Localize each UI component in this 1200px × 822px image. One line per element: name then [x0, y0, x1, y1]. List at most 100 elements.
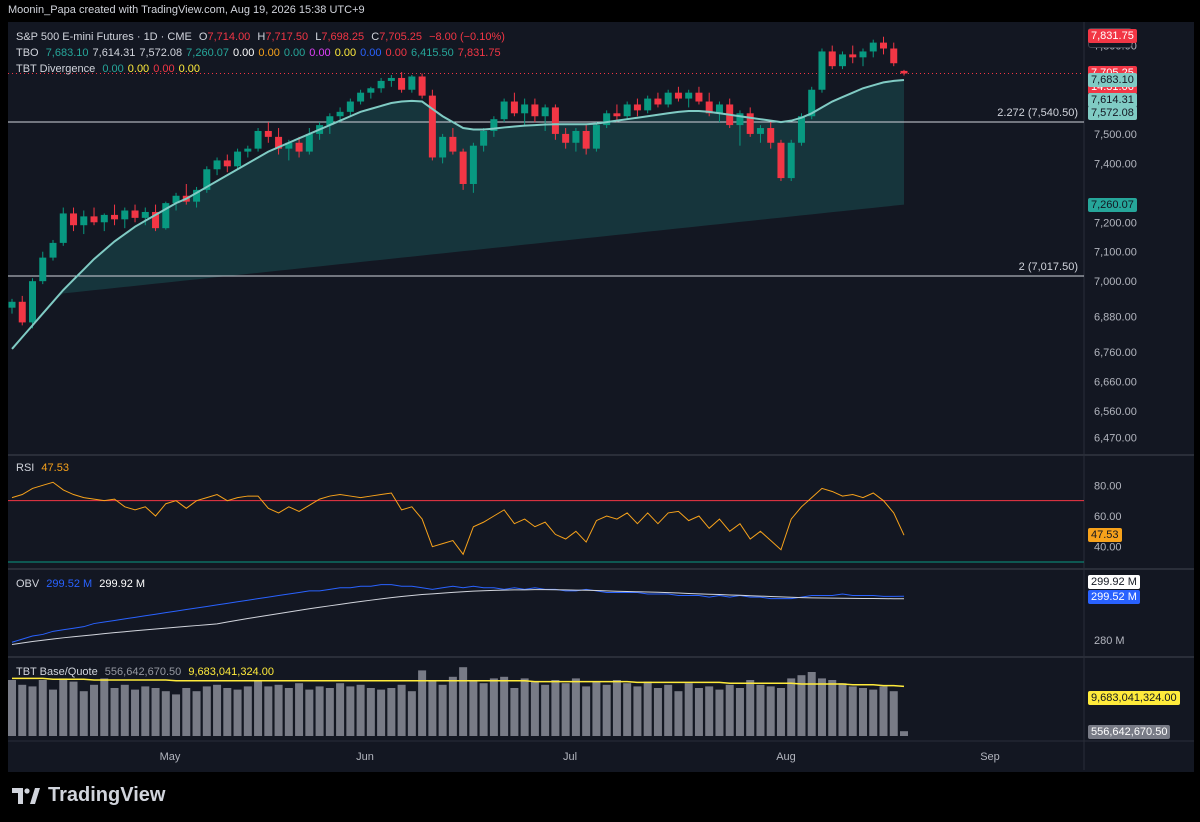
- obv-value-white: 299.92 M: [99, 578, 146, 590]
- candle-body: [695, 92, 703, 102]
- candle-body: [275, 136, 283, 149]
- ohlc-o-label: O: [198, 31, 208, 43]
- volume-bar: [725, 684, 734, 736]
- volume-bar: [694, 688, 703, 736]
- volume-bar: [561, 683, 570, 736]
- volume-bar: [510, 688, 519, 736]
- volume-bar: [858, 688, 867, 736]
- candle-body: [500, 101, 508, 120]
- volume-bar: [59, 678, 68, 736]
- candle-body: [582, 130, 590, 149]
- candle-body: [223, 160, 231, 167]
- divergence-value: 0.00: [102, 63, 124, 75]
- candle-body: [521, 104, 529, 114]
- volume-bar: [623, 683, 632, 736]
- rsi-value: 47.53: [41, 462, 69, 474]
- volume-bar: [571, 678, 580, 736]
- chart-area[interactable]: [8, 22, 1194, 772]
- divergence-value: 0.00: [153, 63, 175, 75]
- volume-bar: [192, 691, 201, 736]
- candle-body: [254, 130, 262, 149]
- volume-bar: [120, 684, 129, 736]
- volume-bar: [612, 680, 621, 736]
- volume-bar: [38, 680, 47, 736]
- price-axis-tick: 7,000.00: [1094, 276, 1137, 288]
- volume-bar: [643, 681, 652, 736]
- candle-body: [797, 116, 805, 143]
- quote-value-tag: 9,683,041,324.00: [1088, 691, 1180, 705]
- candle-body: [736, 113, 744, 126]
- candle-body: [439, 136, 447, 158]
- candle-body: [613, 113, 621, 117]
- volume-bar: [602, 684, 611, 736]
- volume-bar: [131, 689, 140, 736]
- price-axis-tick: 7,500.00: [1094, 129, 1137, 141]
- chart-caption: Moonin_Papa created with TradingView.com…: [8, 4, 365, 16]
- volume-bar: [49, 689, 58, 736]
- volume-bar: [233, 689, 242, 736]
- ohlc-l-label: L: [315, 31, 322, 43]
- price-tag: 7,260.07: [1088, 197, 1137, 212]
- volume-bar: [377, 689, 386, 736]
- candle-body: [234, 151, 242, 167]
- candle-body: [8, 301, 16, 308]
- brand-name: TradingView: [48, 784, 166, 806]
- candle-body: [572, 130, 580, 143]
- volume-bar: [336, 683, 345, 736]
- candle-body: [377, 80, 385, 89]
- candle-body: [59, 213, 67, 243]
- volume-bar: [817, 678, 826, 736]
- volume-bar: [243, 686, 252, 736]
- volume-bar: [315, 686, 324, 736]
- candle-body: [644, 98, 652, 111]
- volume-bar: [172, 694, 181, 736]
- ohlc-c-label: C: [371, 31, 380, 43]
- volume-bar: [397, 684, 406, 736]
- candle-body: [890, 48, 898, 64]
- tbo-value: 0.00: [233, 47, 255, 59]
- candle-body: [469, 145, 477, 184]
- volume-bar: [715, 689, 724, 736]
- candle-body: [387, 77, 395, 81]
- tbo-value: 0.00: [258, 47, 280, 59]
- candle-body: [162, 203, 170, 229]
- tradingview-brand[interactable]: TradingView: [12, 784, 165, 807]
- tbo-value: 7,260.07: [186, 47, 229, 59]
- price-tag: 7,572.08: [1088, 105, 1137, 120]
- candle-body: [70, 213, 78, 226]
- divergence-value: 0.00: [178, 63, 201, 75]
- candle-body: [244, 148, 252, 152]
- candle-body: [346, 101, 354, 112]
- volume-bar: [633, 686, 642, 736]
- candle-body: [787, 142, 795, 179]
- time-axis-tick: May: [160, 751, 181, 763]
- candle-body: [715, 104, 723, 114]
- price-tag: 7,831.75: [1088, 29, 1137, 44]
- candle-body: [654, 98, 662, 105]
- vol-value-gray: 556,642,670.50: [104, 666, 182, 678]
- candle-body: [80, 216, 88, 226]
- candle-body: [510, 101, 518, 114]
- volume-bar: [520, 678, 529, 736]
- volume-bar: [705, 686, 714, 736]
- volume-bar: [653, 688, 662, 736]
- tbo-value: 6,415.50: [410, 47, 454, 59]
- ohlc-low: 7,698.25: [321, 31, 365, 43]
- volume-bar: [469, 680, 478, 736]
- volume-bar: [664, 684, 673, 736]
- candle-body: [869, 42, 877, 52]
- candle-body: [449, 136, 457, 152]
- quote-line: [12, 677, 905, 688]
- obv-signal-line: [11, 589, 905, 646]
- candle-body: [705, 101, 713, 114]
- legend-divergence: TBT Divergence 0.00 0.00 0.00 0.00: [16, 63, 204, 75]
- volume-bar: [582, 686, 591, 736]
- volume-bar: [674, 691, 683, 736]
- volume-bar: [305, 689, 314, 736]
- candle-body: [838, 54, 846, 67]
- obv-signal-tag: 299.92 M: [1088, 575, 1140, 589]
- obv-value-blue: 299.52 M: [46, 578, 93, 590]
- divergence-label: TBT Divergence: [16, 63, 96, 75]
- volume-bar: [879, 686, 888, 736]
